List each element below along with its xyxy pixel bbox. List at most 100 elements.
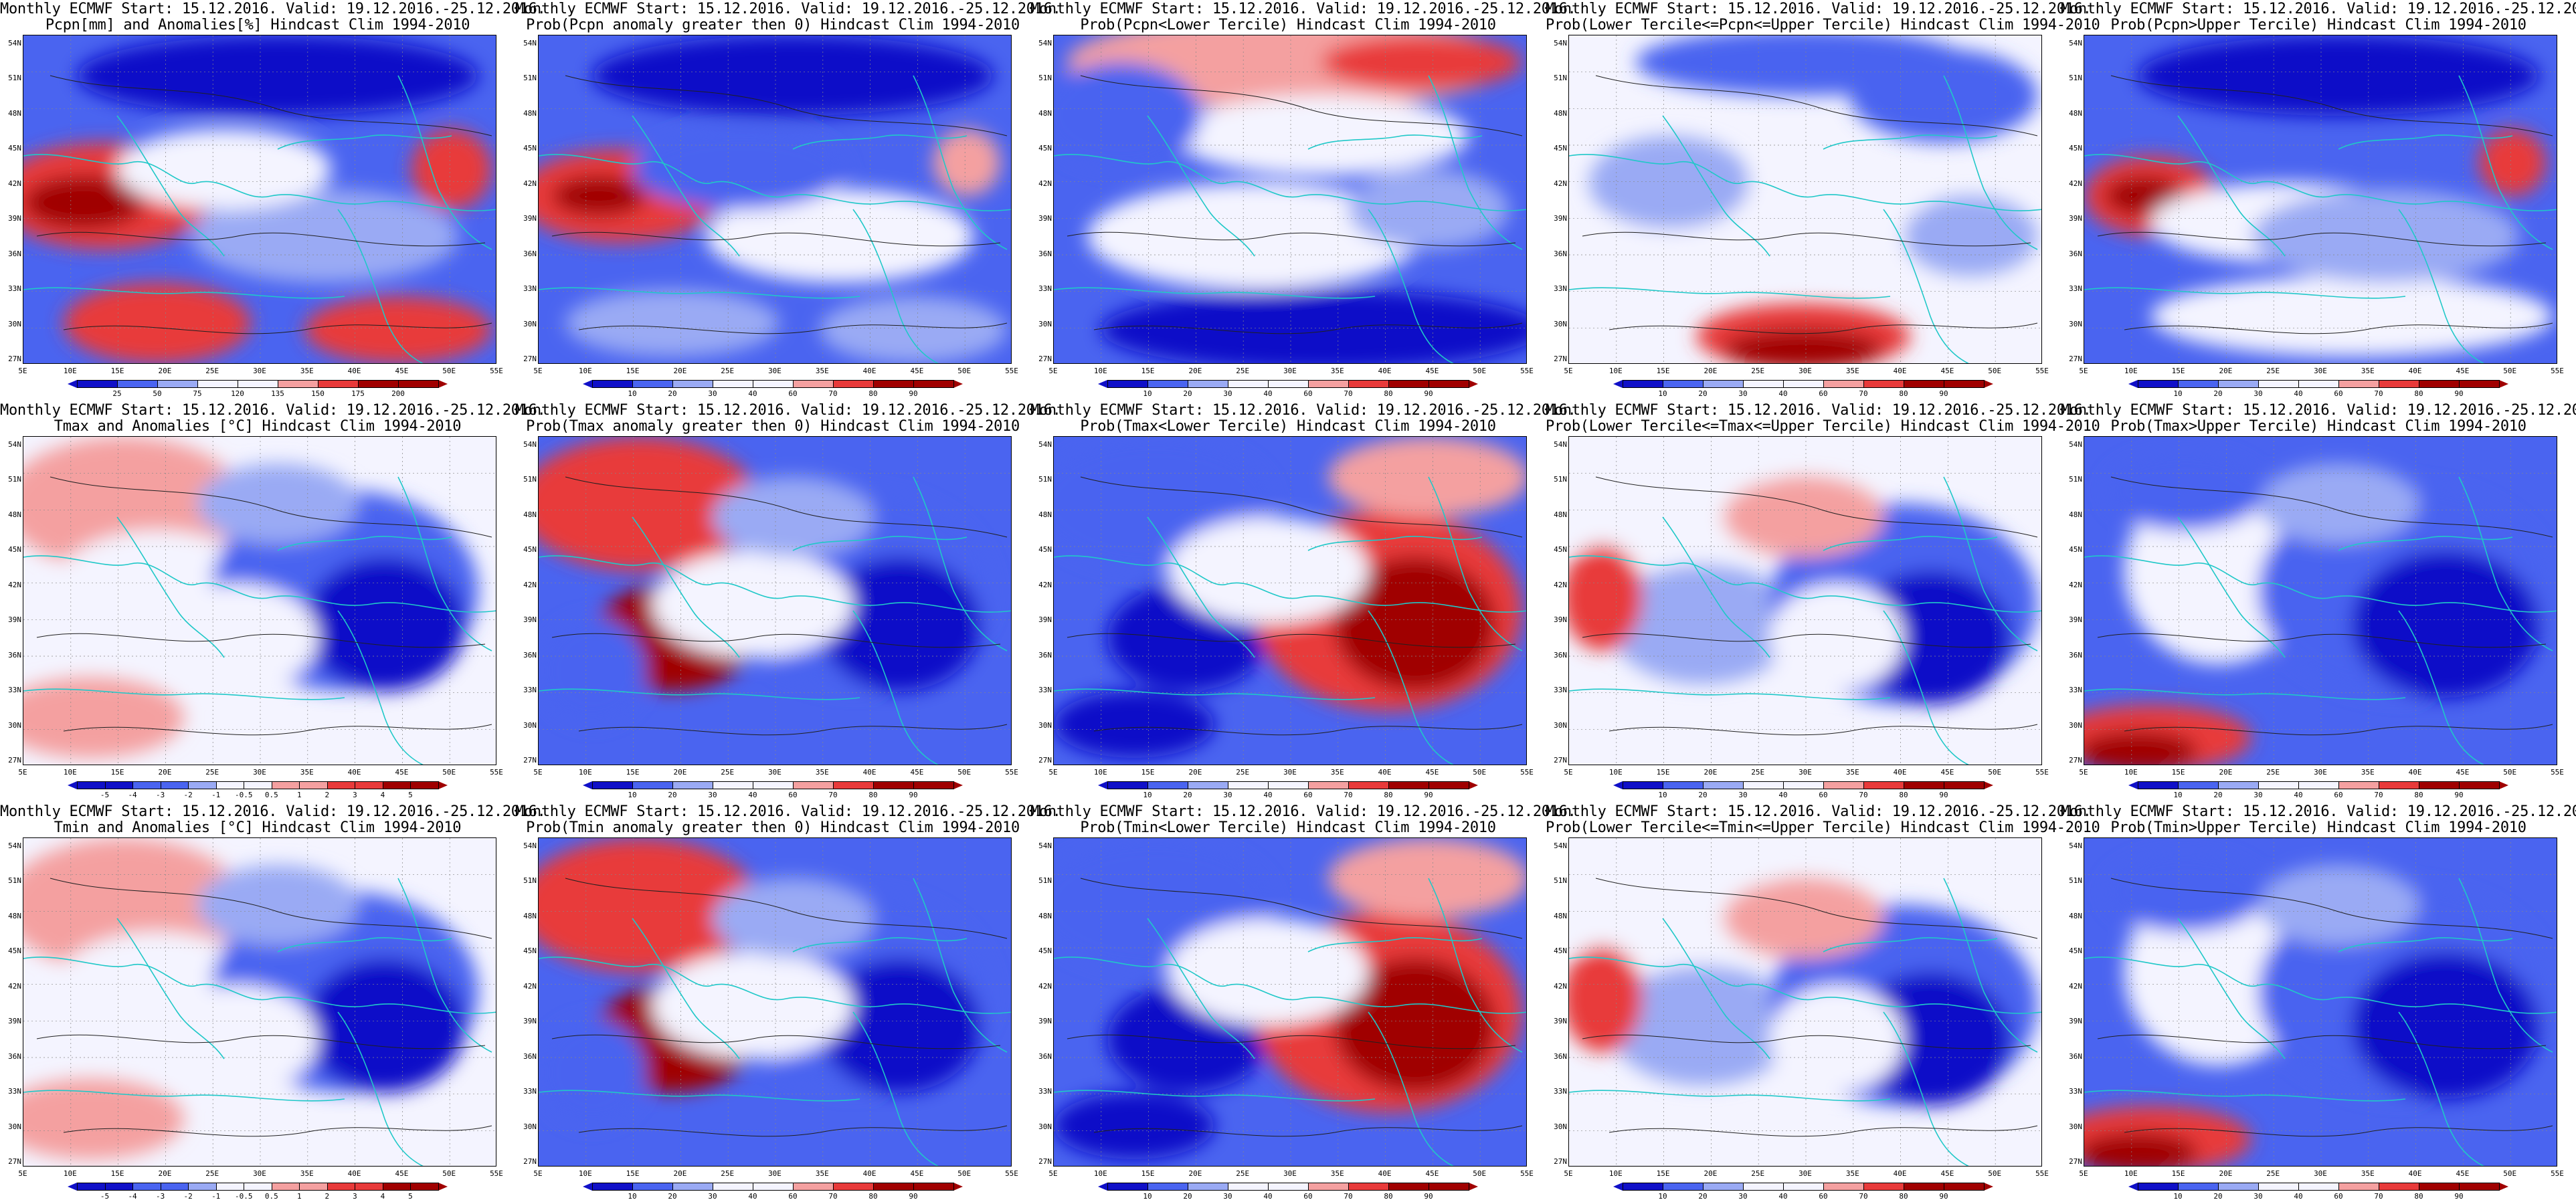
field-region xyxy=(539,838,759,972)
lon-tick-label: 5E xyxy=(2079,367,2088,375)
colorbar-tick-label: 80 xyxy=(2414,389,2423,398)
lat-tick-label: 48N xyxy=(1038,108,1052,118)
colorbar-swatch xyxy=(2138,380,2179,388)
field-region xyxy=(23,678,184,758)
panel-title: Monthly ECMWF Start: 15.12.2016. Valid: … xyxy=(2061,403,2576,435)
colorbar-tick-label: 4 xyxy=(380,1192,385,1201)
colorbar-swatch xyxy=(833,781,874,789)
lon-tick-label: 45E xyxy=(395,1169,409,1178)
colorbar-swatch xyxy=(2338,380,2379,388)
lat-tick-label: 27N xyxy=(8,756,21,765)
colorbar-swatch xyxy=(188,781,217,789)
lat-tick-label: 36N xyxy=(1554,650,1567,660)
colorbar-swatch xyxy=(2379,380,2419,388)
lon-tick-label: 45E xyxy=(1425,367,1439,375)
colorbar-swatch xyxy=(1429,781,1469,789)
lat-tick-label: 30N xyxy=(8,1122,21,1131)
lat-tick-label: 27N xyxy=(523,756,537,765)
contour-line xyxy=(1067,231,1516,247)
coastline xyxy=(277,937,452,952)
forecast-map-area xyxy=(538,35,1012,364)
lon-tick-label: 10E xyxy=(2124,768,2138,777)
panel-title-line1: Monthly ECMWF Start: 15.12.2016. Valid: … xyxy=(1030,1,1576,17)
panel-title: Monthly ECMWF Start: 15.12.2016. Valid: … xyxy=(0,1,546,33)
forecast-map-area xyxy=(2084,35,2557,364)
forecast-field-svg xyxy=(2084,437,2557,765)
lat-tick-label: 33N xyxy=(2069,686,2082,695)
lon-tick-label: 5E xyxy=(533,1169,543,1178)
panel-title: Monthly ECMWF Start: 15.12.2016. Valid: … xyxy=(1546,804,2100,836)
lat-tick-label: 42N xyxy=(8,580,21,589)
coastline xyxy=(1368,1011,1454,1166)
lon-tick-label: 30E xyxy=(1799,768,1812,777)
lat-tick-label: 36N xyxy=(1554,1051,1567,1061)
lon-tick-label: 5E xyxy=(1048,367,1058,375)
colorbar-tick-label: 4 xyxy=(380,791,385,799)
contour-line xyxy=(1093,322,1523,334)
colorbar-swatch xyxy=(1623,380,1663,388)
colorbar-swatch xyxy=(1348,781,1389,789)
field-region xyxy=(539,617,646,724)
lon-tick-label: 5E xyxy=(2079,768,2088,777)
panel-title-line2: Prob(Pcpn anomaly greater then 0) Hindca… xyxy=(526,17,1020,33)
field-region xyxy=(1328,838,1526,918)
lon-tick-label: 55E xyxy=(1520,367,1534,375)
colorbar-right-arrow xyxy=(2499,380,2508,388)
colorbar-tick-label: 70 xyxy=(1859,1192,1868,1201)
lat-tick-label: 48N xyxy=(1038,510,1052,519)
colorbar-tick-label: 1 xyxy=(296,1192,302,1201)
lon-tick-label: 5E xyxy=(1048,768,1058,777)
colorbar-swatch xyxy=(2138,781,2179,789)
lat-tick-label: 30N xyxy=(1554,720,1567,730)
lat-tick-label: 36N xyxy=(2069,249,2082,258)
colorbar-left-arrow xyxy=(2128,1183,2138,1191)
lat-tick-label: 27N xyxy=(8,1157,21,1166)
lat-tick-label: 45N xyxy=(2069,946,2082,956)
coastline xyxy=(1054,688,1376,700)
field-region xyxy=(820,296,1007,363)
forecast-map-area xyxy=(538,837,1012,1167)
coastline xyxy=(1307,536,1483,551)
lon-tick-label: 35E xyxy=(1845,768,1859,777)
contour-line xyxy=(2097,231,2547,247)
contour-line xyxy=(36,231,486,247)
lat-tick-label: 33N xyxy=(523,284,537,294)
lon-tick-label: 25E xyxy=(2266,1169,2280,1178)
contour-line xyxy=(63,724,492,736)
colorbar-swatch xyxy=(132,781,161,789)
field-region xyxy=(2151,276,2553,357)
colorbar-legend: 10 20 30 40 60 70 80 90 xyxy=(1613,781,1993,799)
colorbar-swatch xyxy=(1107,781,1148,789)
lat-tick-label: 54N xyxy=(8,440,21,449)
lon-tick-label: 20E xyxy=(158,367,172,375)
colorbar-swatch xyxy=(1188,781,1228,789)
forecast-field-svg xyxy=(1569,437,2041,765)
colorbar-tick-label: -4 xyxy=(128,1192,137,1201)
colorbar-tick-label: 60 xyxy=(788,389,798,398)
colorbar-tick-label: 20 xyxy=(1698,1192,1708,1201)
coastline xyxy=(852,1011,939,1166)
coastline xyxy=(792,536,968,551)
lat-tick-label: 45N xyxy=(1554,545,1567,555)
colorbar-swatch xyxy=(215,781,245,789)
colorbar-swatch xyxy=(1783,1183,1824,1191)
lon-tick-label: 40E xyxy=(347,768,361,777)
colorbar-tick-label: -0.5 xyxy=(234,1192,253,1201)
colorbar-tick-label: 30 xyxy=(708,389,717,398)
contour-line xyxy=(1608,322,2038,334)
colorbar-left-arrow xyxy=(1613,781,1623,789)
colorbar-swatch xyxy=(873,380,914,388)
colorbar-swatch xyxy=(1703,380,1744,388)
coastline xyxy=(337,1011,424,1166)
colorbar-tick-label: 70 xyxy=(1344,791,1353,799)
coastline xyxy=(1823,134,1998,150)
contour-line xyxy=(36,1034,486,1049)
panel-title-line1: Monthly ECMWF Start: 15.12.2016. Valid: … xyxy=(515,1,1061,17)
lat-tick-label: 54N xyxy=(523,39,537,47)
coastline xyxy=(277,134,452,150)
colorbar-tick-label: 5 xyxy=(408,1192,413,1201)
lat-tick-label: 33N xyxy=(2069,1087,2082,1096)
forecast-map-area xyxy=(23,35,496,364)
field-region xyxy=(2251,189,2519,283)
lat-tick-label: 39N xyxy=(523,214,537,223)
